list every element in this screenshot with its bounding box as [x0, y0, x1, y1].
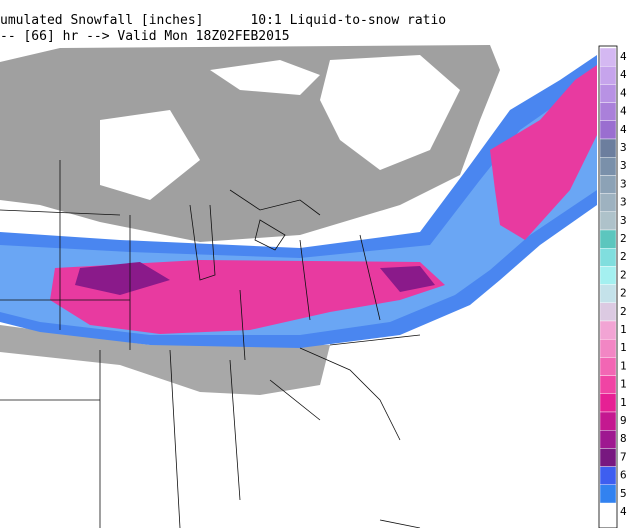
colorbar-swatch	[599, 357, 617, 376]
magenta-northeast	[490, 65, 597, 240]
colorbar-label: 3	[620, 159, 627, 172]
colorbar-swatch	[599, 138, 617, 158]
colorbar-frame	[598, 45, 618, 528]
colorbar-swatch	[599, 411, 617, 431]
title-line2: -- [66] hr --> Valid Mon 18Z02FEB2015	[0, 29, 290, 44]
colorbar-swatch	[599, 284, 617, 304]
colorbar-label: 4	[620, 123, 627, 136]
colorbar-label: 1	[620, 396, 627, 409]
colorbar-swatch	[599, 47, 617, 67]
colorbar-label: 3	[620, 214, 627, 227]
colorbar-swatch	[599, 84, 617, 103]
colorbar-label: 4	[620, 50, 627, 63]
colorbar-label: 4	[620, 86, 627, 99]
colorbar-label: 4	[620, 505, 627, 518]
colorbar-swatch	[599, 211, 617, 231]
colorbar-label: 6	[620, 469, 627, 482]
great-lakes	[189, 189, 321, 281]
colorbar-label: 8	[620, 432, 627, 445]
colorbar-label: 9	[620, 414, 627, 427]
colorbar-swatch	[599, 266, 617, 285]
colorbar-swatch	[599, 430, 617, 449]
colorbar-label: 1	[620, 359, 627, 372]
colorbar-swatch	[599, 320, 617, 340]
colorbar-swatch	[599, 193, 617, 213]
colorbar-label: 4	[620, 105, 627, 118]
colorbar-swatch	[599, 247, 617, 267]
colorbar-swatch	[599, 484, 617, 504]
colorbar-swatch	[599, 466, 617, 486]
colorbar-label: 7	[620, 450, 627, 463]
colorbar-label: 1	[620, 341, 627, 354]
colorbar-label: 2	[620, 305, 627, 318]
gray-south	[0, 325, 330, 395]
colorbar-label: 3	[620, 141, 627, 154]
colorbar-label: 2	[620, 287, 627, 300]
colorbar-label: 2	[620, 250, 627, 263]
colorbar-swatch	[599, 229, 617, 249]
colorbar-label: 3	[620, 177, 627, 190]
colorbar-label: 1	[620, 378, 627, 391]
state-borders	[0, 160, 421, 528]
colorbar-swatch	[599, 375, 617, 395]
coastline	[299, 347, 421, 528]
colorbar-label: 5	[620, 487, 627, 500]
purple-core	[75, 262, 435, 295]
colorbar-swatch	[599, 393, 617, 413]
colorbar-swatch	[599, 339, 617, 358]
title-line1: umulated Snowfall [inches] 10:1 Liquid-t…	[0, 13, 446, 28]
colorbar-swatch	[599, 65, 617, 85]
colorbar-swatch	[599, 102, 617, 121]
colorbar: 4 4 4 4 4 3 3 3 3 3 2 2 2 2 2 1 1 1 1 1 9 8 7 6 5 4	[599, 47, 627, 518]
colorbar-label: 2	[620, 268, 627, 281]
colorbar-swatch	[599, 175, 617, 194]
map	[0, 45, 597, 528]
colorbar-label: 1	[620, 323, 627, 336]
white-patches	[100, 55, 460, 200]
colorbar-swatch	[599, 120, 617, 140]
colorbar-swatch	[599, 302, 617, 322]
colorbar-swatch	[599, 156, 617, 176]
colorbar-label: 3	[620, 196, 627, 209]
colorbar-label: 4	[620, 68, 627, 81]
colorbar-label: 2	[620, 232, 627, 245]
colorbar-swatch	[599, 448, 617, 467]
